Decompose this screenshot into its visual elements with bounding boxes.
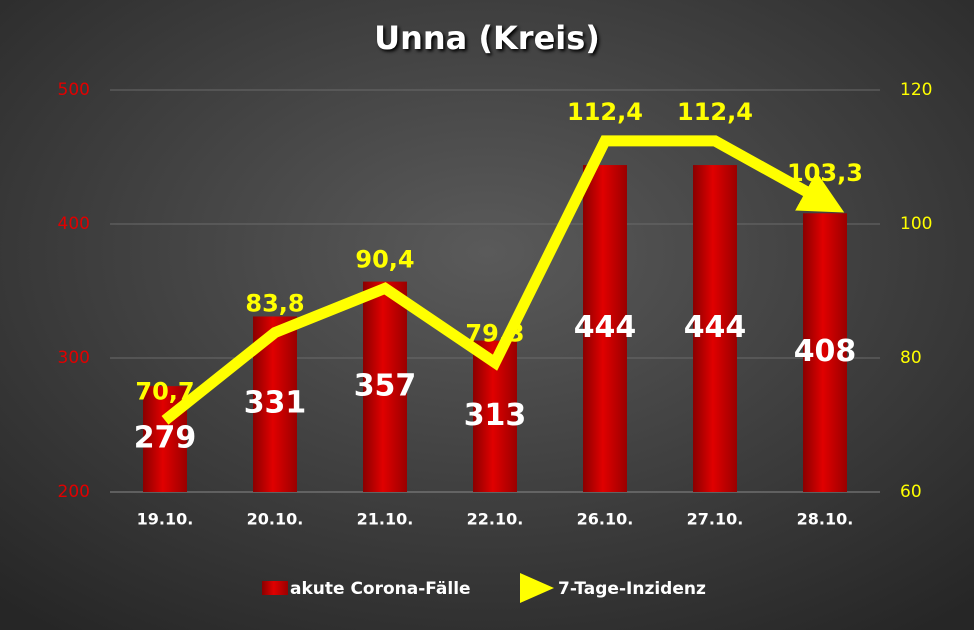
y2-tick-label: 60 — [900, 482, 922, 502]
x-tick-label: 28.10. — [797, 510, 854, 529]
bar-value-label: 357 — [354, 368, 417, 403]
y2-tick-label: 120 — [900, 80, 932, 100]
y2-tick-label: 80 — [900, 348, 922, 368]
x-tick-label: 27.10. — [687, 510, 744, 529]
bar-value-label: 313 — [464, 398, 527, 433]
bar-value-label: 408 — [794, 334, 857, 369]
legend-label: 7-Tage-Inzidenz — [558, 579, 706, 599]
bar — [583, 165, 627, 493]
x-tick-label: 19.10. — [137, 510, 194, 529]
y-tick-label: 500 — [58, 80, 90, 100]
x-tick-label: 20.10. — [247, 510, 304, 529]
y2-tick-label: 100 — [900, 214, 932, 234]
bar-value-label: 331 — [244, 386, 307, 421]
bar — [363, 281, 407, 492]
x-tick-label: 21.10. — [357, 510, 414, 529]
line-value-label: 103,3 — [787, 159, 863, 187]
line-value-label: 90,4 — [355, 245, 414, 273]
line-value-label: 79,3 — [465, 320, 524, 348]
bar — [693, 165, 737, 493]
y-tick-label: 200 — [58, 482, 90, 502]
x-tick-label: 22.10. — [467, 510, 524, 529]
legend-label: akute Corona-Fälle — [290, 579, 471, 599]
legend-swatch — [262, 581, 288, 595]
chart-title: Unna (Kreis) — [374, 19, 600, 57]
bar-value-label: 279 — [134, 421, 197, 456]
y-tick-label: 300 — [58, 348, 90, 368]
x-tick-label: 26.10. — [577, 510, 634, 529]
y-tick-label: 400 — [58, 214, 90, 234]
line-value-label: 112,4 — [677, 98, 753, 126]
line-value-label: 83,8 — [245, 290, 304, 318]
line-value-label: 112,4 — [567, 98, 643, 126]
line-value-label: 70,7 — [135, 377, 194, 405]
bar-value-label: 444 — [684, 310, 747, 345]
bar-value-label: 444 — [574, 310, 637, 345]
line — [161, 135, 845, 425]
bar — [803, 213, 847, 492]
legend-swatch — [520, 573, 554, 603]
